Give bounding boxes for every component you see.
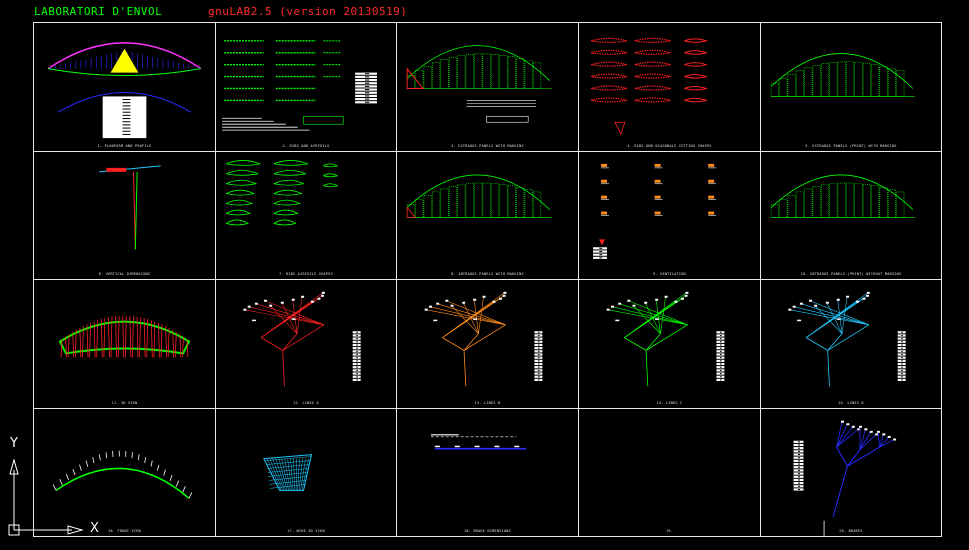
- panel-planform[interactable]: 1. PLANFORM AND PROFILE: [33, 22, 216, 152]
- panel-brake-drawing: [397, 409, 578, 536]
- panel-caption: 13. LINES B: [397, 401, 578, 405]
- panel-lines-c-drawing: [579, 280, 760, 408]
- panel-brake[interactable]: 18. BRAKE DIMENSIONS: [396, 408, 579, 537]
- panel-extrados-drawing: [397, 23, 578, 151]
- panel-caption: 10. INTRADOS PANELS (PRINT) WITHOUT MARG…: [761, 272, 941, 276]
- panel-intrados[interactable]: 8. INTRADOS PANELS WITH MARGINS: [396, 151, 579, 280]
- panel-lines-b[interactable]: 13. LINES B: [396, 279, 579, 409]
- panel-diagonals[interactable]: 4. RIBS AND DIAGONALS CUTTING SHAPES: [578, 22, 761, 152]
- panel-caption: 5. EXTRADOS PANELS (PRINT) WITH MARGINS: [761, 144, 941, 148]
- ucs-axis-icon: Y X: [0, 430, 110, 546]
- panel-lines-a[interactable]: 12. LINES A: [215, 279, 397, 409]
- panel-diagonals-drawing: [579, 23, 760, 151]
- panel-extrados-print[interactable]: 5. EXTRADOS PANELS (PRINT) WITH MARGINS: [760, 22, 942, 152]
- ucs-y-label: Y: [10, 436, 18, 451]
- panel-intrados-print[interactable]: 10. INTRADOS PANELS (PRINT) WITHOUT MARG…: [760, 151, 942, 280]
- panel-caption: 19.: [579, 529, 760, 533]
- panel-extrados[interactable]: 3. EXTRADOS PANELS WITH MARGINS: [396, 22, 579, 152]
- panel-lines-c[interactable]: 14. LINES C: [578, 279, 761, 409]
- panel-caption: 14. LINES C: [579, 401, 760, 405]
- panel-caption: 4. RIBS AND DIAGONALS CUTTING SHAPES: [579, 144, 760, 148]
- panel-empty[interactable]: 19.: [578, 408, 761, 537]
- panel-vents[interactable]: 9. VENTILATION: [578, 151, 761, 280]
- panel-caption: 12. LINES A: [216, 401, 396, 405]
- panel-caption: 2. RIBS AND AIRFOILS: [216, 144, 396, 148]
- panel-caption: 8. INTRADOS PANELS WITH MARGINS: [397, 272, 578, 276]
- panel-airfoils[interactable]: 7. RIBS AIRFOILS SHAPES: [215, 151, 397, 280]
- panel-planform-drawing: [34, 23, 215, 151]
- panel-caption: 6. VERTICAL DIMENSIONS: [34, 272, 215, 276]
- panel-caption: 1. PLANFORM AND PROFILE: [34, 144, 215, 148]
- panel-airfoils-drawing: [216, 152, 396, 279]
- panel-caption: 15. LINES D: [761, 401, 941, 405]
- panel-vertical[interactable]: 6. VERTICAL DIMENSIONS: [33, 151, 216, 280]
- panel-lines-b-drawing: [397, 280, 578, 408]
- panel-caption: 11. 3D VIEW: [34, 401, 215, 405]
- panel-caption: 3. EXTRADOS PANELS WITH MARGINS: [397, 144, 578, 148]
- panel-intrados-drawing: [397, 152, 578, 279]
- ucs-x-label: X: [90, 521, 99, 536]
- panel-caption: 9. VENTILATION: [579, 272, 760, 276]
- panel-3d[interactable]: 11. 3D VIEW: [33, 279, 216, 409]
- panel-empty-drawing: [579, 409, 760, 536]
- panel-extrados-print-drawing: [761, 23, 941, 151]
- panel-caption: 20. BRAKES: [761, 529, 941, 533]
- panel-lines-d[interactable]: 15. LINES D: [760, 279, 942, 409]
- panel-caption: 17. WIRE 3D VIEW: [216, 529, 396, 533]
- panel-ribs-drawing: [216, 23, 396, 151]
- panel-3d-wire[interactable]: 17. WIRE 3D VIEW: [215, 408, 397, 537]
- panel-brakes-drawing: [761, 409, 941, 536]
- panel-lines-a-drawing: [216, 280, 396, 408]
- panel-3d-drawing: [34, 280, 215, 408]
- title-bar: LABORATORI D'ENVOL gnuLAB2.5 (version 20…: [0, 0, 969, 22]
- panel-ribs[interactable]: 2. RIBS AND AIRFOILS: [215, 22, 397, 152]
- panel-brakes[interactable]: 20. BRAKES: [760, 408, 942, 537]
- program-title: LABORATORI D'ENVOL: [34, 5, 162, 18]
- panel-caption: 7. RIBS AIRFOILS SHAPES: [216, 272, 396, 276]
- panel-caption: 18. BRAKE DIMENSIONS: [397, 529, 578, 533]
- version-label: gnuLAB2.5 (version 20130519): [208, 5, 407, 18]
- panel-vertical-drawing: [34, 152, 215, 279]
- panel-intrados-print-drawing: [761, 152, 941, 279]
- panel-vents-drawing: [579, 152, 760, 279]
- panel-lines-d-drawing: [761, 280, 941, 408]
- panel-3d-wire-drawing: [216, 409, 396, 536]
